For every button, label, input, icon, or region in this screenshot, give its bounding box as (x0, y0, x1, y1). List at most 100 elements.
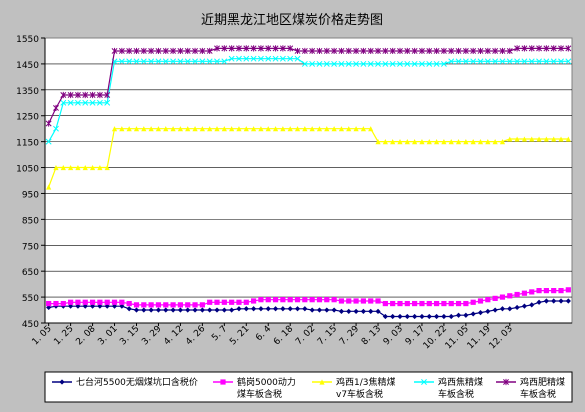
data-point (126, 306, 132, 312)
data-point (229, 307, 235, 313)
data-point (360, 308, 366, 314)
data-point (419, 300, 425, 307)
data-point (492, 47, 499, 55)
data-point (185, 307, 191, 313)
data-point (53, 300, 59, 307)
data-point (367, 47, 374, 55)
y-tick-label: 850 (22, 216, 39, 226)
data-point (477, 58, 484, 65)
series-2 (46, 287, 571, 308)
legend-swatch-marker (503, 378, 509, 386)
data-point (360, 60, 367, 67)
data-point (199, 307, 205, 313)
data-point (250, 45, 257, 52)
data-point (184, 58, 191, 65)
data-point (265, 297, 271, 303)
data-point (68, 299, 74, 305)
data-point (155, 47, 162, 55)
data-point (155, 126, 162, 132)
data-point (521, 45, 528, 52)
y-tick-label: 1350 (16, 87, 39, 97)
data-point (492, 139, 498, 145)
data-point (316, 126, 323, 132)
data-point (162, 58, 169, 65)
data-point (543, 45, 550, 52)
data-point (455, 139, 462, 145)
data-point (309, 47, 316, 55)
data-point (97, 303, 103, 309)
data-point (221, 126, 227, 132)
data-point (543, 136, 549, 142)
data-point (214, 126, 220, 132)
data-point (148, 126, 154, 132)
data-point (265, 55, 272, 62)
data-point (68, 303, 74, 309)
data-point (412, 139, 418, 145)
data-point (477, 47, 484, 55)
legend-swatch-marker (59, 379, 65, 385)
data-point (470, 311, 476, 317)
data-point (258, 126, 264, 132)
data-point (148, 302, 154, 308)
data-point (404, 47, 411, 55)
data-point (206, 47, 213, 55)
data-point (251, 306, 257, 312)
data-point (404, 313, 410, 320)
data-point (214, 58, 220, 65)
data-point (75, 164, 81, 171)
data-point (126, 58, 133, 65)
data-point (470, 139, 476, 145)
data-point (170, 58, 177, 65)
data-point (155, 307, 162, 313)
data-point (507, 136, 513, 142)
data-point (126, 300, 132, 307)
data-point (265, 45, 272, 52)
data-point (316, 307, 323, 313)
data-point (529, 136, 535, 142)
data-point (294, 55, 301, 62)
data-point (514, 58, 521, 65)
data-point (353, 126, 359, 132)
data-point (492, 58, 499, 65)
data-point (140, 47, 147, 55)
data-point (529, 302, 535, 308)
data-point (463, 139, 469, 145)
data-point (309, 126, 315, 132)
data-point (46, 304, 52, 311)
data-point (214, 307, 220, 313)
data-point (375, 60, 381, 67)
data-point (353, 308, 359, 314)
data-point (68, 164, 74, 171)
data-point (389, 60, 396, 67)
data-point (528, 58, 535, 65)
data-point (507, 293, 513, 299)
data-point (440, 47, 447, 55)
data-point (265, 306, 271, 312)
legend-label: 七台河5500无烟煤坑口含税价 (76, 376, 198, 388)
data-point (192, 47, 199, 55)
data-point (177, 126, 184, 132)
data-point (96, 99, 103, 106)
data-point (426, 313, 432, 320)
data-point (551, 298, 557, 304)
data-point (104, 299, 110, 305)
data-point (97, 164, 103, 171)
data-point (565, 298, 571, 304)
legend-label: 鹤岗5000动力 (237, 376, 296, 388)
data-point (455, 58, 462, 65)
data-point (346, 298, 352, 304)
data-point (236, 299, 242, 305)
data-point (82, 164, 88, 171)
data-point (367, 60, 374, 67)
chart-title: 近期黑龙江地区煤炭价格走势图 (201, 12, 383, 28)
data-point (426, 139, 432, 145)
data-point (353, 298, 359, 304)
data-point (119, 303, 125, 309)
data-point (119, 126, 125, 132)
data-point (60, 300, 66, 307)
data-point (162, 47, 169, 55)
y-tick-label: 1250 (16, 113, 39, 123)
data-point (118, 58, 125, 65)
data-point (521, 136, 528, 142)
data-point (390, 300, 396, 307)
